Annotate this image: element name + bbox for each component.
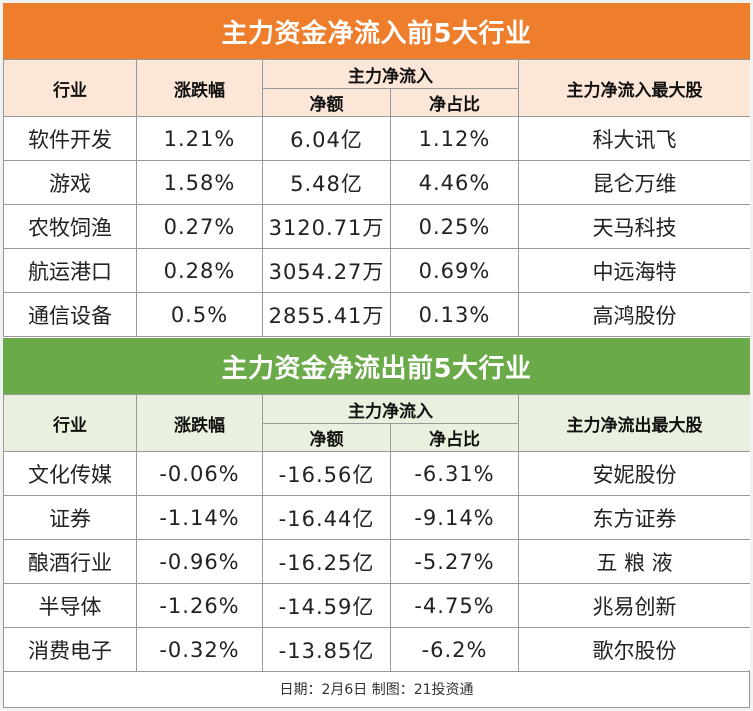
amount-cell: -13.85亿	[262, 627, 391, 672]
ratio-cell: -6.31%	[390, 451, 519, 496]
table-row: 通信设备 0.5% 2855.41万 0.13% 高鸿股份	[3, 292, 751, 337]
ratio-cell: 0.69%	[390, 248, 519, 293]
ratio-cell: -5.27%	[390, 539, 519, 584]
stock-cell: 高鸿股份	[518, 292, 751, 337]
header-net-group: 主力净流入	[262, 394, 519, 424]
change-cell: -0.32%	[136, 627, 263, 672]
table-row: 文化传媒 -0.06% -16.56亿 -6.31% 安妮股份	[3, 451, 751, 496]
table-row: 游戏 1.58% 5.48亿 4.46% 昆仑万维	[3, 160, 751, 205]
stock-cell: 天马科技	[518, 204, 751, 249]
stock-cell: 兆易创新	[518, 583, 751, 628]
header-change: 涨跌幅	[136, 394, 263, 452]
ratio-cell: 0.13%	[390, 292, 519, 337]
header-industry: 行业	[3, 394, 137, 452]
amount-cell: 5.48亿	[262, 160, 391, 205]
stock-cell: 昆仑万维	[518, 160, 751, 205]
outflow-table: 行业 涨跌幅 主力净流入 主力净流出最大股 净额 净占比 文化传媒 -0.06%…	[3, 394, 751, 672]
industry-cell: 酿酒行业	[3, 539, 137, 584]
change-cell: -0.06%	[136, 451, 263, 496]
ratio-cell: -6.2%	[390, 627, 519, 672]
amount-cell: 2855.41万	[262, 292, 391, 337]
table-row: 半导体 -1.26% -14.59亿 -4.75% 兆易创新	[3, 583, 751, 628]
industry-cell: 半导体	[3, 583, 137, 628]
header-net-ratio: 净占比	[390, 88, 519, 117]
industry-cell: 航运港口	[3, 248, 137, 293]
header-net-ratio: 净占比	[390, 423, 519, 452]
amount-cell: 3120.71万	[262, 204, 391, 249]
footer-credit: 日期：2月6日 制图：21投资通	[3, 670, 750, 708]
stock-cell: 歌尔股份	[518, 627, 751, 672]
inflow-title: 主力资金净流入前5大行业	[3, 3, 750, 59]
table-row: 软件开发 1.21% 6.04亿 1.12% 科大讯飞	[3, 116, 751, 161]
industry-cell: 消费电子	[3, 627, 137, 672]
change-cell: 0.5%	[136, 292, 263, 337]
amount-cell: 3054.27万	[262, 248, 391, 293]
table-row: 证券 -1.14% -16.44亿 -9.14% 东方证券	[3, 495, 751, 540]
amount-cell: 6.04亿	[262, 116, 391, 161]
stock-cell: 科大讯飞	[518, 116, 751, 161]
ratio-cell: -4.75%	[390, 583, 519, 628]
industry-cell: 游戏	[3, 160, 137, 205]
industry-cell: 农牧饲渔	[3, 204, 137, 249]
industry-cell: 文化传媒	[3, 451, 137, 496]
change-cell: -1.26%	[136, 583, 263, 628]
change-cell: -0.96%	[136, 539, 263, 584]
industry-cell: 软件开发	[3, 116, 137, 161]
amount-cell: -16.56亿	[262, 451, 391, 496]
industry-cell: 通信设备	[3, 292, 137, 337]
header-top-stock: 主力净流出最大股	[518, 394, 751, 452]
outflow-title: 主力资金净流出前5大行业	[3, 338, 750, 394]
header-industry: 行业	[3, 59, 137, 117]
change-cell: 0.28%	[136, 248, 263, 293]
table-row: 酿酒行业 -0.96% -16.25亿 -5.27% 五 粮 液	[3, 539, 751, 584]
stock-cell: 中远海特	[518, 248, 751, 293]
change-cell: -1.14%	[136, 495, 263, 540]
industry-cell: 证券	[3, 495, 137, 540]
change-cell: 1.58%	[136, 160, 263, 205]
table-row: 消费电子 -0.32% -13.85亿 -6.2% 歌尔股份	[3, 627, 751, 672]
ratio-cell: 4.46%	[390, 160, 519, 205]
header-net-amount: 净额	[262, 423, 391, 452]
ratio-cell: 1.12%	[390, 116, 519, 161]
amount-cell: -14.59亿	[262, 583, 391, 628]
inflow-table: 行业 涨跌幅 主力净流入 主力净流入最大股 净额 净占比 软件开发 1.21% …	[3, 59, 751, 337]
ratio-cell: -9.14%	[390, 495, 519, 540]
amount-cell: -16.44亿	[262, 495, 391, 540]
table-row: 农牧饲渔 0.27% 3120.71万 0.25% 天马科技	[3, 204, 751, 249]
header-net-group: 主力净流入	[262, 59, 519, 89]
stock-cell: 安妮股份	[518, 451, 751, 496]
ratio-cell: 0.25%	[390, 204, 519, 249]
header-net-amount: 净额	[262, 88, 391, 117]
header-change: 涨跌幅	[136, 59, 263, 117]
stock-cell: 东方证券	[518, 495, 751, 540]
amount-cell: -16.25亿	[262, 539, 391, 584]
change-cell: 0.27%	[136, 204, 263, 249]
stock-cell: 五 粮 液	[518, 539, 751, 584]
header-top-stock: 主力净流入最大股	[518, 59, 751, 117]
table-row: 航运港口 0.28% 3054.27万 0.69% 中远海特	[3, 248, 751, 293]
change-cell: 1.21%	[136, 116, 263, 161]
